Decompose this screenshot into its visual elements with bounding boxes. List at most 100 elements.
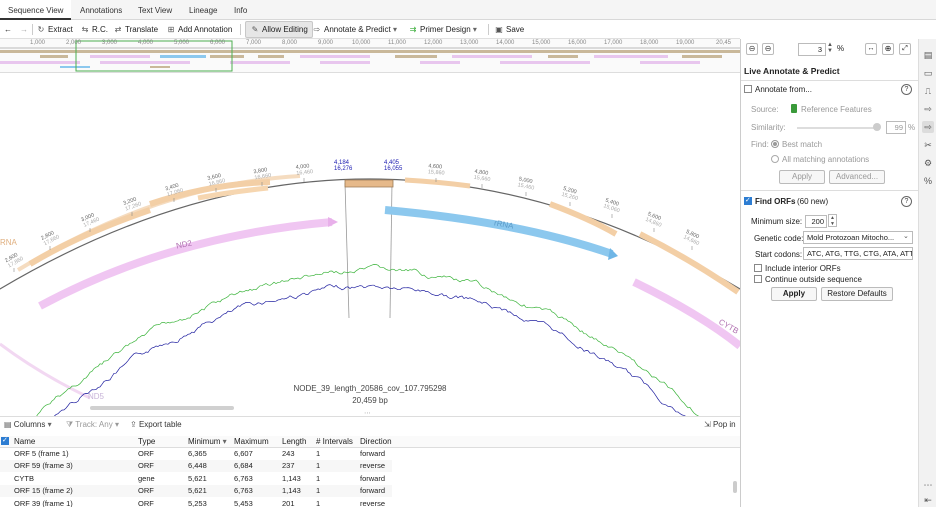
- cds-feature[interactable]: [638, 231, 740, 295]
- apply-annotate-button[interactable]: Apply: [779, 170, 825, 184]
- add-annotation-button[interactable]: ⊞ Add Annotation: [166, 22, 233, 37]
- annotate-from-checkbox[interactable]: [744, 85, 752, 93]
- include-interior-checkbox[interactable]: [754, 264, 762, 272]
- tab-sequence-view[interactable]: Sequence View: [0, 0, 72, 20]
- zoom-out-icon[interactable]: ⊖: [746, 43, 758, 55]
- selected-feature[interactable]: [344, 179, 394, 188]
- graphs-icon[interactable]: ⎍: [924, 86, 932, 96]
- add-annotation-label: Add Annotation: [178, 25, 233, 34]
- statistics-icon[interactable]: %: [923, 176, 932, 186]
- ruler-label: 1,000: [30, 40, 46, 46]
- primer-design-button[interactable]: ⇉ Primer Design ▾: [408, 22, 477, 37]
- zoom-stepper-icon[interactable]: ▲ ▼: [827, 42, 833, 54]
- translate-button[interactable]: ⇄ Translate: [113, 22, 158, 37]
- similarity-slider-handle[interactable]: [873, 123, 881, 131]
- zoom-input[interactable]: 3: [798, 43, 826, 56]
- cds-feature[interactable]: [149, 179, 271, 207]
- annotations-icon[interactable]: ▤: [923, 50, 933, 60]
- column-header-name[interactable]: Name: [14, 437, 36, 446]
- cds-feature[interactable]: [28, 207, 151, 267]
- save-button[interactable]: ▣ Save: [494, 22, 524, 37]
- collapse-icon[interactable]: ⇤: [924, 495, 932, 505]
- all-matching-radio[interactable]: [771, 155, 779, 163]
- selection-boundary-right: [389, 182, 393, 319]
- find-orfs-checkbox[interactable]: [744, 196, 752, 205]
- fullscreen-icon[interactable]: ⤢: [899, 43, 911, 55]
- source-value[interactable]: Reference Features: [801, 105, 872, 114]
- expand-horizontal-icon[interactable]: ↔: [865, 43, 877, 55]
- horizontal-scrollbar[interactable]: [90, 406, 234, 410]
- column-header-type[interactable]: Type: [138, 437, 156, 446]
- tab-text-view[interactable]: Text View: [138, 6, 173, 15]
- continue-outside-label: Continue outside sequence: [765, 275, 862, 284]
- table-scrollbar[interactable]: [733, 481, 737, 493]
- table-row[interactable]: ORF 39 (frame 1) ORF 5,253 5,453 201 1 reverse: [0, 498, 392, 507]
- advanced-button[interactable]: Advanced...: [829, 170, 885, 184]
- column-header-intervals[interactable]: # Intervals: [316, 437, 353, 446]
- splitter-grip-icon[interactable]: ⋯: [364, 410, 371, 416]
- apply-orfs-button[interactable]: Apply: [771, 287, 817, 301]
- extract-button[interactable]: ↻ Extract: [36, 22, 73, 37]
- genetic-code-select[interactable]: Mold Protozoan Mitocho...: [803, 231, 913, 244]
- track-label: Track: Any: [75, 420, 113, 429]
- table-row[interactable]: ORF 15 (frame 2) ORF 5,621 6,763 1,143 1 forwa…: [0, 485, 392, 498]
- column-header-direction[interactable]: Direction: [360, 437, 392, 446]
- more-icon[interactable]: ⋯: [923, 480, 933, 490]
- cds-feature[interactable]: [548, 201, 618, 237]
- ruler-label: 6,000: [210, 40, 226, 46]
- nd2-feature[interactable]: [38, 218, 333, 310]
- pencil-icon: ✎: [251, 25, 259, 34]
- include-interior-label: Include interior ORFs: [765, 264, 841, 273]
- similarity-input[interactable]: 99: [886, 121, 906, 134]
- pop-in-button[interactable]: ⇲ Pop in: [704, 420, 736, 429]
- table-row[interactable]: ORF 5 (frame 1) ORF 6,365 6,607 243 1 forward: [0, 448, 392, 460]
- min-size-stepper-icon[interactable]: ▲ ▼: [828, 214, 837, 227]
- help-icon[interactable]: ?: [901, 196, 912, 207]
- column-header-maximum[interactable]: Maximum: [234, 437, 269, 446]
- tab-lineage[interactable]: Lineage: [189, 6, 218, 15]
- circular-map-view[interactable]: 4,184 16,276 4,405 16,055 2,600 17,860 2,8…: [0, 74, 740, 416]
- restore-defaults-button[interactable]: Restore Defaults: [821, 287, 893, 301]
- main-toolbar: ← → ↻ Extract ⇆ R.C. ⇄ Translate ⊞ Add Annot…: [0, 20, 740, 39]
- export-table-button[interactable]: ⇪ Export table: [130, 420, 182, 429]
- back-button[interactable]: ←: [4, 25, 12, 34]
- column-header-length[interactable]: Length: [282, 437, 307, 446]
- column-header-minimum[interactable]: Minimum ▾: [188, 437, 227, 446]
- columns-button[interactable]: ▤ Columns ▾: [4, 420, 52, 429]
- annotate-predict-icon[interactable]: ⇨: [924, 104, 932, 114]
- zoom-fit-icon[interactable]: ⊖: [762, 43, 774, 55]
- similarity-slider[interactable]: [797, 127, 877, 129]
- nd5-label: ND5: [88, 392, 105, 401]
- nd5-feature[interactable]: [0, 342, 91, 400]
- tab-annotations[interactable]: Annotations: [80, 6, 123, 15]
- settings-icon[interactable]: ⚙: [923, 158, 933, 168]
- start-codons-input[interactable]: ATC, ATG, TTG, CTG, ATA, ATT: [803, 247, 913, 260]
- rrna-feature[interactable]: [384, 206, 614, 258]
- annotate-predict-button[interactable]: ⇨ Annotate & Predict ▾: [312, 22, 397, 37]
- track-filter[interactable]: ⧩ Track: Any ▾: [66, 420, 119, 430]
- table-cell: 5,453: [234, 498, 253, 507]
- table-row[interactable]: CYTB gene 5,621 6,763 1,143 1 forward: [0, 473, 392, 485]
- table-row[interactable]: ORF 59 (frame 3) ORF 6,448 6,684 237 1 reverse: [0, 460, 392, 473]
- cds-feature[interactable]: [404, 177, 471, 189]
- cds-feature[interactable]: [197, 185, 269, 201]
- select-all-checkbox[interactable]: [1, 436, 9, 445]
- zoom-in-icon[interactable]: ⊕: [882, 43, 894, 55]
- allow-editing-button[interactable]: ✎ Allow Editing: [245, 21, 313, 38]
- display-icon[interactable]: ▭: [923, 68, 933, 78]
- tab-info[interactable]: Info: [234, 6, 248, 15]
- min-size-input[interactable]: 200: [805, 215, 827, 228]
- live-annotate-icon[interactable]: ⇨: [922, 121, 934, 133]
- help-icon[interactable]: ?: [901, 84, 912, 95]
- forward-button[interactable]: →: [20, 25, 28, 34]
- cytb-feature[interactable]: [632, 278, 740, 350]
- continue-outside-checkbox[interactable]: [754, 275, 762, 283]
- restriction-sites-icon[interactable]: ✂: [924, 140, 932, 150]
- ruler-label: 14,000: [496, 40, 515, 46]
- selection-start-b: 16,276: [334, 166, 353, 172]
- rc-button[interactable]: ⇆ R.C.: [80, 22, 108, 37]
- annotate-predict-label: Annotate & Predict: [324, 25, 391, 34]
- tab-bar: Sequence View Annotations Text View Line…: [0, 0, 936, 20]
- table-cell: CYTB: [14, 473, 35, 483]
- sequence-overview[interactable]: 1,000 2,000 3,000 4,000 5,000 6,000 7,00…: [0, 39, 740, 73]
